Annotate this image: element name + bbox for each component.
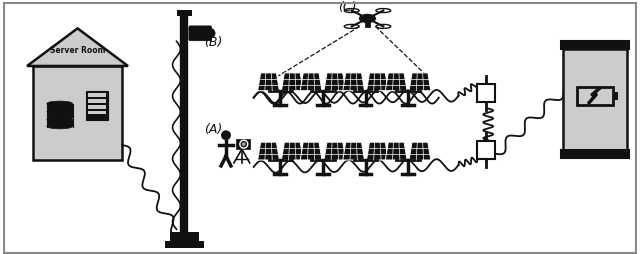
Polygon shape	[258, 142, 280, 160]
Bar	[477, 84, 495, 102]
Bar	[561, 151, 629, 158]
Bar	[561, 42, 629, 50]
Polygon shape	[367, 142, 388, 160]
Polygon shape	[324, 142, 346, 160]
Ellipse shape	[47, 109, 72, 115]
Bar	[88, 99, 106, 103]
Bar	[47, 120, 72, 127]
Bar	[47, 112, 72, 119]
Polygon shape	[324, 74, 346, 91]
Polygon shape	[282, 74, 303, 91]
Bar	[164, 241, 204, 248]
Text: (A): (A)	[204, 122, 223, 135]
Ellipse shape	[47, 118, 72, 122]
Circle shape	[240, 141, 248, 149]
Text: (C): (C)	[338, 1, 356, 14]
Circle shape	[242, 142, 246, 147]
Bar	[577, 87, 613, 105]
Polygon shape	[385, 74, 407, 91]
Polygon shape	[258, 74, 280, 91]
Polygon shape	[300, 142, 322, 160]
Bar	[613, 92, 618, 100]
Bar	[86, 91, 108, 121]
Polygon shape	[409, 142, 431, 160]
Text: Server Room: Server Room	[50, 45, 106, 54]
Polygon shape	[300, 74, 322, 91]
Polygon shape	[282, 142, 303, 160]
Bar	[563, 50, 627, 151]
Bar	[177, 10, 193, 17]
Polygon shape	[343, 142, 365, 160]
Polygon shape	[367, 74, 388, 91]
Bar	[33, 67, 122, 160]
Circle shape	[221, 131, 231, 141]
Polygon shape	[385, 142, 407, 160]
Bar	[236, 140, 250, 150]
Ellipse shape	[47, 124, 72, 129]
Polygon shape	[343, 74, 365, 91]
Bar	[477, 142, 495, 159]
Polygon shape	[27, 29, 128, 67]
Bar	[47, 104, 72, 111]
Bar	[190, 32, 195, 36]
Polygon shape	[409, 74, 431, 91]
Text: (B): (B)	[204, 36, 223, 49]
FancyBboxPatch shape	[189, 27, 212, 42]
Bar	[88, 93, 106, 97]
Ellipse shape	[47, 102, 72, 107]
Bar	[88, 105, 106, 109]
Ellipse shape	[360, 15, 376, 23]
Bar	[170, 232, 199, 244]
Circle shape	[205, 29, 215, 39]
Bar	[88, 111, 106, 115]
Bar	[365, 22, 371, 28]
